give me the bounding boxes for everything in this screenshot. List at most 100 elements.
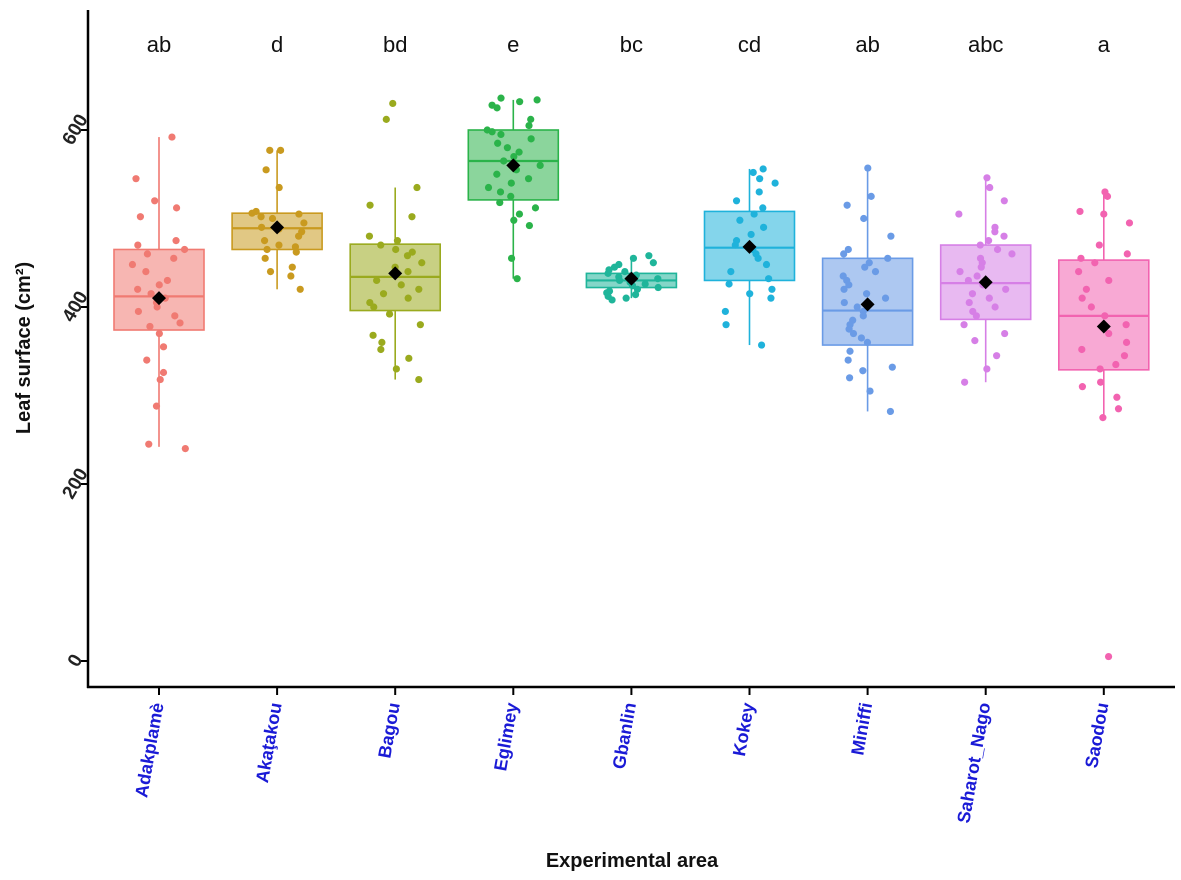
data-point [861,263,869,271]
data-point [275,241,283,249]
box-group-7 [939,174,1032,386]
data-point [759,223,768,231]
data-point [747,230,755,239]
data-point [134,285,142,293]
data-point [276,146,285,154]
data-point [771,179,779,187]
mean-marker [270,220,285,235]
data-point [531,204,540,212]
box-group-2 [349,99,442,384]
data-point [1122,321,1130,329]
data-point [844,356,852,364]
y-tick-label: 0 [64,651,87,671]
data-point [976,241,984,249]
data-point [155,329,163,338]
mean-marker [624,271,639,286]
data-point [610,263,619,271]
data-point [377,241,385,249]
data-point [389,99,397,108]
data-point [507,192,515,200]
data-point [385,310,394,318]
data-point [1000,197,1008,205]
data-point [993,352,1001,360]
data-point [404,268,412,276]
data-point [146,322,154,331]
data-point [1078,383,1087,391]
data-point [1078,345,1086,354]
data-point [649,259,657,267]
data-point [128,260,137,269]
data-point [525,121,533,130]
data-point [134,241,142,249]
data-point [296,285,304,293]
data-point [1100,210,1108,218]
data-point [860,214,868,223]
data-point [859,367,867,375]
data-point [168,133,176,141]
mean-marker [506,158,521,173]
data-point [727,268,735,276]
data-point [1096,365,1104,373]
x-tick-label: Saodou [1081,701,1112,769]
data-point [604,269,612,277]
data-point [1008,250,1016,258]
significance-letter: cd [738,32,761,57]
data-point [1002,285,1010,293]
data-point [884,254,892,262]
data-point [1122,338,1131,346]
data-point [404,294,412,302]
data-point [1087,303,1095,311]
data-point [840,250,848,258]
x-tick-label: Adakplamè [131,701,167,799]
box-group-4 [585,252,678,304]
data-point [1078,294,1086,302]
box-group-6 [821,164,914,416]
data-point [262,166,270,174]
data-point [142,268,150,276]
data-point [721,307,729,316]
data-point [143,356,151,364]
data-point [484,183,493,192]
data-point [1101,312,1109,320]
data-point [266,268,275,276]
data-point [1075,268,1083,276]
data-point [991,303,999,311]
data-point [176,319,184,327]
x-tick-label: Miniffi [847,701,876,757]
data-point [143,250,152,258]
data-point [152,402,161,410]
data-point [759,204,767,212]
data-point [260,237,269,245]
data-point [844,245,852,254]
data-point [155,281,163,289]
mean-marker [1096,319,1111,334]
significance-letter: abc [968,32,1003,57]
data-point [370,303,378,311]
data-point [1113,393,1121,401]
data-point [654,283,662,292]
data-point [853,303,861,311]
significance-letter: ab [147,32,171,57]
data-point [415,285,423,293]
data-point [866,387,874,395]
data-point [496,198,504,207]
data-point [300,219,308,227]
significance-letter: bd [383,32,407,57]
data-point [961,378,969,386]
data-point [1112,360,1120,369]
data-point [863,338,872,346]
data-point [746,290,754,298]
data-point [156,375,164,384]
data-point [248,209,256,217]
data-point [871,268,880,276]
data-point [393,237,402,245]
data-point [641,280,649,288]
mean-marker [388,266,403,281]
significance-letter: ab [855,32,879,57]
data-point [845,374,854,382]
data-point [497,94,505,102]
data-point [496,188,505,196]
data-point [865,259,873,267]
data-point [500,157,508,165]
data-point [862,290,871,298]
